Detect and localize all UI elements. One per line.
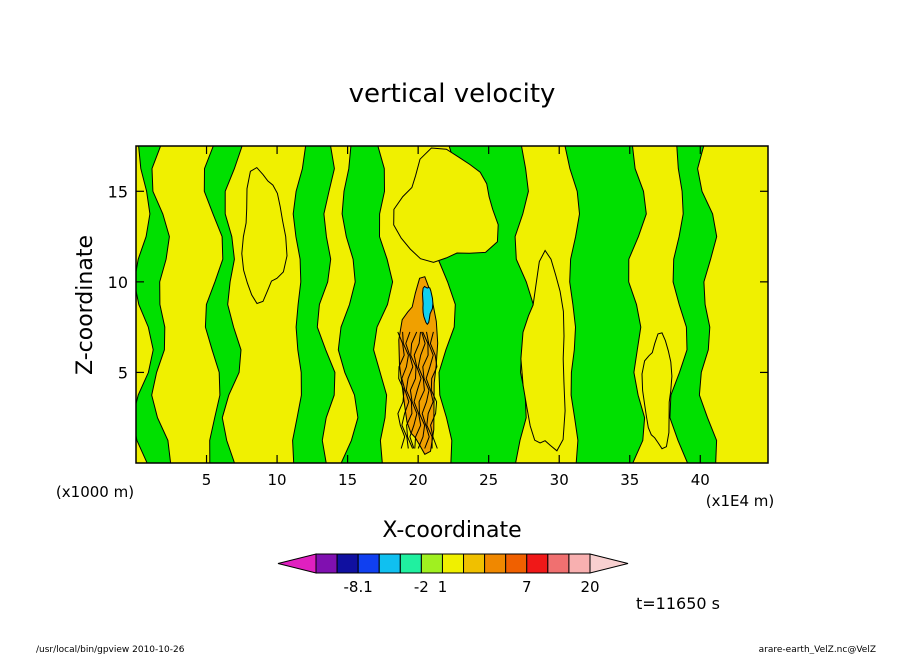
colorbar-labels: -8.1 -2 1 7 20 <box>344 578 600 596</box>
chart-title: vertical velocity <box>349 79 556 109</box>
positive-region <box>641 332 673 450</box>
x-tick-label: 10 <box>268 471 287 489</box>
colorbar-segment <box>399 553 422 574</box>
negative-region <box>136 146 172 463</box>
positive-region <box>520 249 566 452</box>
colorbar-segment <box>336 553 359 574</box>
colorbar-segment <box>378 553 401 574</box>
negative-region <box>292 146 336 463</box>
colorbar-max-arrow <box>589 553 629 574</box>
colorbar-segment <box>568 553 591 574</box>
negative-region <box>669 146 718 463</box>
negative-region <box>337 146 394 463</box>
colorbar-label: 20 <box>580 578 599 596</box>
time-label: t=11650 s <box>636 594 720 613</box>
convective-cell <box>397 276 439 455</box>
colorbar-label: 7 <box>522 578 532 596</box>
colorbar-segment <box>484 553 507 574</box>
y-tick-label: 5 <box>118 363 128 382</box>
downdraft-core <box>421 285 434 326</box>
colorbar <box>277 553 629 574</box>
contour-line <box>429 331 438 449</box>
x-tick-label: 5 <box>202 471 212 489</box>
footer-right: arare-earth_VelZ.nc@VelZ <box>759 645 876 654</box>
contour-line <box>397 331 406 449</box>
x-axis-label: X-coordinate <box>382 518 521 543</box>
colorbar-label: -2 <box>414 578 429 596</box>
colorbar-label: -8.1 <box>344 578 373 596</box>
y-tick-label: 15 <box>108 182 128 201</box>
x-tick-label: 25 <box>479 471 498 489</box>
contour-line <box>405 331 414 449</box>
colorbar-segment <box>547 553 570 574</box>
y-tick-label: 10 <box>108 273 128 292</box>
x-tick-label: 15 <box>338 471 357 489</box>
positive-regions <box>241 147 673 452</box>
contour-line <box>425 331 434 449</box>
x-tick-label: 30 <box>550 471 569 489</box>
colorbar-segment <box>526 553 549 574</box>
x-tick-label: 20 <box>409 471 428 489</box>
y-axis-label: Z-coordinate <box>73 235 98 375</box>
x-tick-label: 40 <box>691 471 710 489</box>
colorbar-label: 1 <box>438 578 448 596</box>
x-tick-label: 35 <box>620 471 639 489</box>
contour-line <box>417 331 426 449</box>
negative-region <box>564 146 647 463</box>
plot-frame <box>135 145 769 464</box>
colorbar-segment <box>505 553 528 574</box>
contour-line <box>413 331 422 449</box>
y-axis-ticks: 5 10 15 <box>108 182 768 382</box>
x-units-right: (x1E4 m) <box>706 492 775 510</box>
footer-left: /usr/local/bin/gpview 2010-10-26 <box>36 645 185 654</box>
colorbar-segment <box>420 553 443 574</box>
positive-region <box>393 147 499 263</box>
positive-region <box>241 166 288 305</box>
colorbar-segment <box>463 553 486 574</box>
contour-line <box>421 331 430 449</box>
colorbar-segment <box>357 553 380 574</box>
plot-area <box>136 146 768 463</box>
contour-line <box>401 331 410 449</box>
colorbar-segment <box>315 553 338 574</box>
negative-region <box>203 146 243 463</box>
colorbar-min-arrow <box>277 553 317 574</box>
x-units-left: (x1000 m) <box>56 483 134 501</box>
colorbar-segment <box>441 553 465 574</box>
x-axis-ticks: 5 10 15 20 25 30 35 40 <box>202 146 710 489</box>
contour-line <box>409 331 418 449</box>
